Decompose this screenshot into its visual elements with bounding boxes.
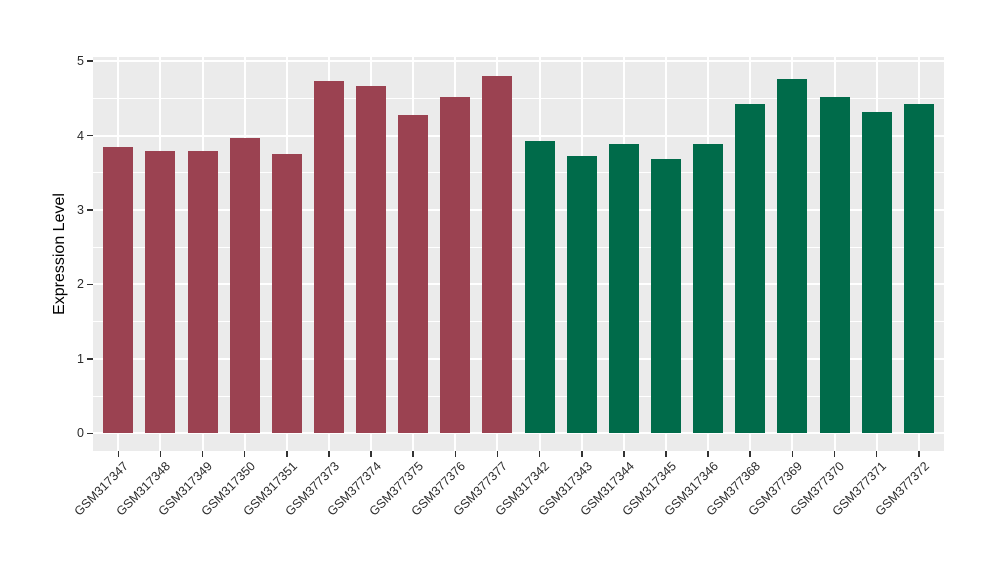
bar bbox=[187, 151, 218, 434]
bar bbox=[608, 143, 639, 434]
gridline-horizontal-major bbox=[93, 60, 944, 63]
bar bbox=[482, 75, 513, 434]
x-tick-mark bbox=[117, 451, 120, 457]
gridline-horizontal-major bbox=[93, 432, 944, 435]
y-tick-label: 4 bbox=[77, 128, 84, 143]
gridline-horizontal-major bbox=[93, 357, 944, 360]
x-tick-mark bbox=[412, 451, 414, 457]
x-tick-mark bbox=[791, 451, 794, 457]
x-tick-mark bbox=[328, 451, 330, 457]
gridline-horizontal-major bbox=[93, 134, 944, 137]
bar bbox=[356, 85, 387, 434]
gridline-horizontal-major bbox=[93, 283, 944, 286]
x-tick-mark bbox=[496, 451, 499, 457]
bar bbox=[313, 81, 344, 434]
gridline-horizontal-minor bbox=[93, 97, 944, 99]
x-tick-mark bbox=[665, 451, 667, 457]
y-tick-mark bbox=[86, 60, 93, 62]
bar bbox=[229, 137, 260, 434]
plot-panel bbox=[93, 57, 944, 451]
x-tick-mark bbox=[749, 451, 752, 457]
x-tick-mark bbox=[875, 451, 878, 457]
x-tick-mark bbox=[454, 451, 457, 457]
bar bbox=[566, 156, 597, 434]
gridline-horizontal-minor bbox=[93, 172, 944, 174]
x-tick-mark bbox=[707, 451, 709, 457]
x-tick-mark bbox=[286, 451, 288, 457]
bar bbox=[398, 115, 429, 434]
bar bbox=[271, 154, 302, 434]
x-tick-mark bbox=[201, 451, 204, 457]
bar bbox=[524, 140, 555, 434]
bar bbox=[777, 78, 808, 434]
x-tick-mark bbox=[833, 451, 836, 457]
x-tick-mark bbox=[623, 451, 625, 457]
bar bbox=[103, 146, 134, 434]
x-tick-mark bbox=[243, 451, 246, 457]
y-tick-mark bbox=[86, 283, 93, 286]
bar bbox=[819, 96, 850, 434]
bar bbox=[861, 111, 892, 434]
x-tick-mark bbox=[159, 451, 162, 457]
y-tick-label: 2 bbox=[77, 277, 84, 292]
gridline-horizontal-minor bbox=[93, 321, 944, 323]
y-tick-label: 1 bbox=[77, 351, 84, 366]
y-tick-label: 3 bbox=[77, 202, 84, 217]
x-tick-mark bbox=[370, 451, 372, 457]
x-tick-mark bbox=[580, 451, 583, 457]
x-tick-mark bbox=[538, 451, 541, 457]
bar bbox=[145, 151, 176, 434]
y-tick-mark bbox=[86, 358, 93, 360]
bar bbox=[650, 158, 681, 434]
gridline-horizontal-minor bbox=[93, 246, 944, 248]
x-tick-mark bbox=[917, 451, 920, 457]
gridline-horizontal-minor bbox=[93, 395, 944, 397]
y-tick-label: 5 bbox=[77, 54, 84, 69]
bar bbox=[735, 103, 766, 434]
bar bbox=[903, 103, 934, 434]
y-tick-mark bbox=[86, 432, 93, 435]
gridline-horizontal-major bbox=[93, 208, 944, 211]
y-tick-mark bbox=[86, 134, 93, 137]
y-tick-label: 0 bbox=[77, 426, 84, 441]
y-axis-title: Expression Level bbox=[51, 193, 68, 315]
bar bbox=[693, 144, 724, 434]
y-tick-mark bbox=[86, 209, 93, 211]
bar bbox=[440, 96, 471, 434]
